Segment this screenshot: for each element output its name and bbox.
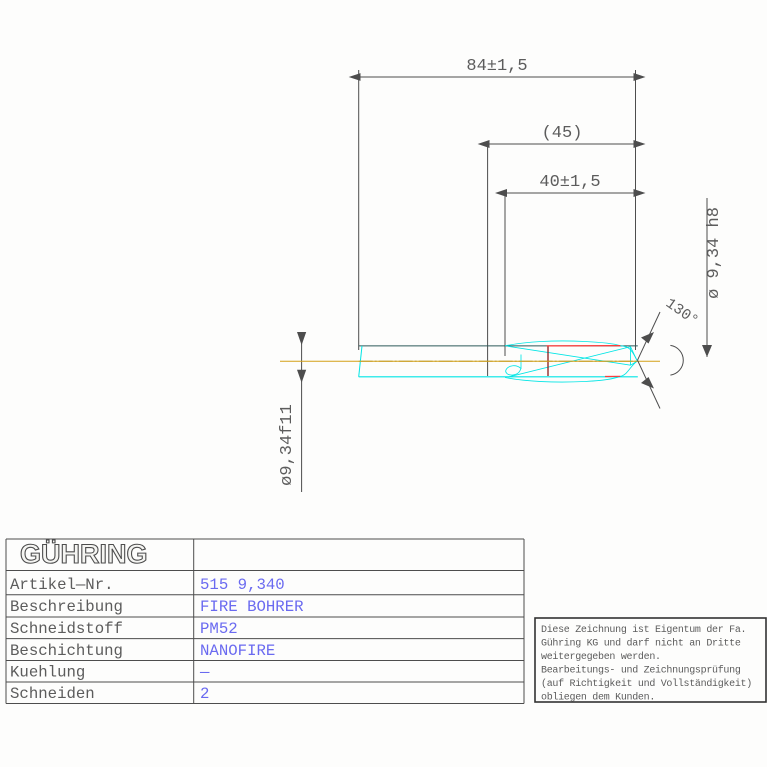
svg-text:PM52: PM52 [200, 620, 238, 638]
svg-text:—: — [199, 664, 210, 682]
svg-text:GÜHRING: GÜHRING [20, 539, 148, 569]
svg-text:Schneidstoff: Schneidstoff [10, 620, 123, 638]
svg-text:(auf Richtigkeit und Vollständ: (auf Richtigkeit und Vollständigkeit) [541, 678, 752, 690]
svg-text:130°: 130° [662, 295, 701, 330]
svg-text:515 9,340: 515 9,340 [200, 576, 285, 594]
svg-text:40±1,5: 40±1,5 [539, 173, 600, 192]
svg-text:Gühring KG und darf nicht an D: Gühring KG und darf nicht an Dritte [541, 638, 741, 650]
svg-text:ø 9,34 h8: ø 9,34 h8 [705, 207, 724, 299]
svg-text:weitergegeben werden.: weitergegeben werden. [541, 651, 661, 663]
svg-text:Beschichtung: Beschichtung [10, 642, 123, 660]
svg-text:2: 2 [200, 685, 209, 703]
svg-text:FIRE BOHRER: FIRE BOHRER [200, 598, 304, 616]
svg-text:84±1,5: 84±1,5 [466, 57, 527, 76]
svg-text:obliegen dem Kunden.: obliegen dem Kunden. [541, 692, 655, 704]
svg-text:Schneiden: Schneiden [10, 685, 95, 703]
svg-text:ø9,34f11: ø9,34f11 [278, 404, 297, 486]
svg-text:Bearbeitungs- und Zeichnungspr: Bearbeitungs- und Zeichnungsprüfung [541, 665, 741, 677]
svg-text:NANOFIRE: NANOFIRE [200, 642, 275, 660]
svg-text:(45): (45) [542, 124, 583, 143]
svg-text:Diese Zeichnung ist Eigentum d: Diese Zeichnung ist Eigentum der Fa. [541, 624, 746, 636]
svg-text:Kuehlung: Kuehlung [10, 664, 85, 682]
svg-text:Artikel—Nr.: Artikel—Nr. [10, 576, 114, 594]
svg-text:Beschreibung: Beschreibung [10, 598, 123, 616]
